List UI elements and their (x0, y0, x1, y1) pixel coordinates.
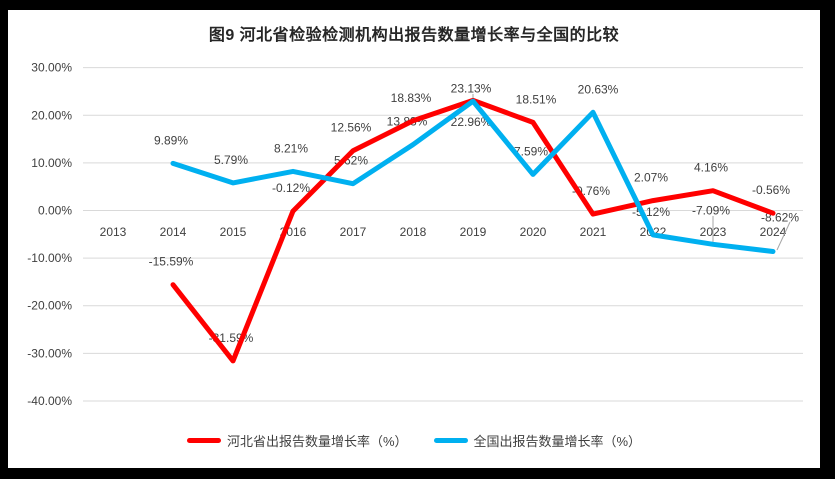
x-axis-year-label: 2015 (220, 225, 247, 239)
y-axis-tick-label: -10.00% (27, 251, 72, 265)
y-axis-tick-label: -20.00% (27, 299, 72, 313)
data-label: -0.56% (752, 183, 790, 197)
data-label: 22.96% (451, 115, 492, 129)
data-label: 2.07% (634, 171, 668, 185)
data-label: 7.59% (514, 144, 548, 158)
data-label: 4.16% (694, 161, 728, 175)
x-axis-year-label: 2020 (520, 225, 547, 239)
series-line-national (170, 98, 776, 254)
data-label: 18.51% (516, 92, 557, 106)
x-axis-year-label: 2024 (760, 225, 787, 239)
data-label: -0.12% (272, 181, 310, 195)
legend-item-national: 全国出报告数量增长率（%） (433, 431, 642, 450)
y-axis-tick-label: -40.00% (27, 394, 72, 408)
legend-label-national: 全国出报告数量增长率（%） (473, 434, 642, 449)
x-axis-year-label: 2018 (400, 225, 427, 239)
legend-swatch-hebei-line (186, 438, 221, 443)
x-axis-year-label: 2017 (340, 225, 367, 239)
data-label: -7.09% (692, 203, 730, 217)
y-axis-tick-label: 0.00% (38, 204, 72, 218)
data-label: 8.21% (274, 141, 308, 155)
y-axis-tick-label: 30.00% (31, 61, 72, 75)
x-axis-year-label: 2014 (160, 225, 187, 239)
x-axis-year-label: 2021 (580, 225, 607, 239)
chart-canvas: 图9 河北省检验检测机构出报告数量增长率与全国的比较 30.00% 20.00% 1… (8, 10, 820, 468)
legend-swatch-national-line (433, 438, 468, 443)
data-label: 20.63% (578, 82, 619, 96)
legend: 河北省出报告数量增长率（%） 全国出报告数量增长率（%） (8, 431, 820, 450)
chart-title: 图9 河北省检验检测机构出报告数量增长率与全国的比较 (208, 27, 620, 44)
data-label: 5.79% (214, 153, 248, 167)
data-label: -15.59% (149, 255, 194, 269)
data-label: 9.89% (154, 133, 188, 147)
legend-item-hebei: 河北省出报告数量增长率（%） (186, 431, 408, 450)
y-axis-tick-label: -30.00% (27, 346, 72, 360)
legend-label-hebei: 河北省出报告数量增长率（%） (226, 434, 408, 449)
data-label: 12.56% (331, 121, 372, 135)
y-axis-tick-label: 20.00% (31, 108, 72, 122)
label-leader-line (776, 221, 791, 251)
x-axis-year-label: 2013 (100, 225, 127, 239)
data-label: 23.13% (451, 81, 492, 95)
y-axis-tick-label: 10.00% (31, 156, 72, 170)
x-axis-year-label: 2019 (460, 225, 487, 239)
data-label: 18.83% (391, 91, 432, 105)
line-chart-svg: 30.00% 20.00% 10.00% 0.00% -10.00% -20.00% -30… (27, 61, 803, 408)
